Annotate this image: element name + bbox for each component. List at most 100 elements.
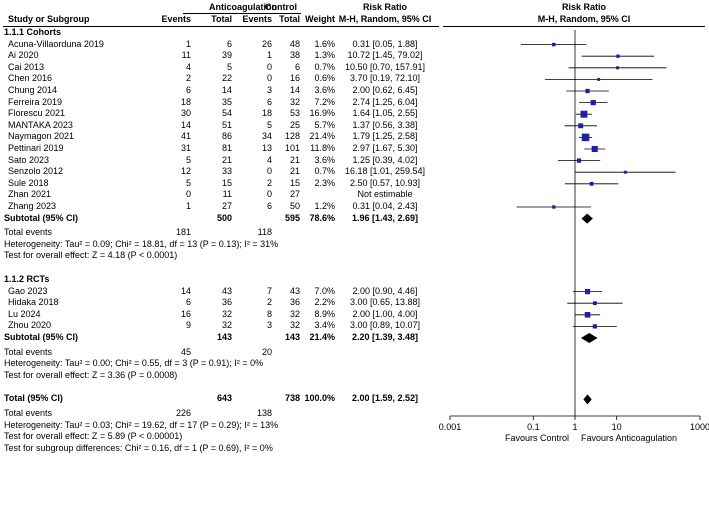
events1-value: 11	[181, 50, 191, 61]
col-events1: Events	[161, 14, 191, 24]
study-name: Zhou 2020	[8, 320, 52, 331]
total1-value: 32	[221, 320, 232, 331]
total1-value: 5	[226, 61, 232, 72]
subtotal-weight: 21.4%	[309, 332, 335, 342]
col-study: Study or Subgroup	[8, 14, 90, 24]
ci-value: 3.00 [0.89, 10.07]	[349, 320, 421, 331]
col-method: M-H, Random, 95% CI	[338, 14, 432, 24]
ci-value: 10.50 [0.70, 157.91]	[344, 61, 426, 72]
ci-value: 1.64 [1.05, 2.55]	[352, 108, 418, 119]
total-events1: 45	[180, 346, 191, 357]
total-events2: 138	[256, 408, 272, 418]
events2-value: 18	[261, 108, 272, 119]
total1-value: 15	[221, 177, 232, 188]
ci-value: 1.25 [0.39, 4.02]	[352, 154, 418, 165]
subgroup-differences-text: Test for subgroup differences: Chi² = 0.…	[4, 442, 273, 453]
total1-value: 51	[221, 119, 232, 130]
total2-value: 14	[289, 85, 300, 95]
study-square	[584, 312, 591, 318]
study-square	[576, 158, 582, 163]
x-tick-label: 10	[612, 422, 622, 432]
events1-value: 16	[180, 308, 191, 319]
total2-value: 128	[284, 131, 300, 142]
study-square	[591, 145, 598, 153]
total2-value: 16	[289, 73, 300, 84]
study-square	[580, 110, 588, 118]
total1-value: 11	[222, 189, 232, 200]
weight-value: 1.6%	[314, 38, 335, 49]
study-name: Chung 2014	[8, 85, 58, 95]
header-rule-right	[443, 26, 705, 27]
total1-value: 33	[221, 166, 232, 177]
col-method-right: M-H, Random, 95% CI	[537, 14, 631, 24]
events1-value: 0	[185, 189, 191, 200]
total1-value: 21	[221, 154, 232, 165]
study-name: Senzolo 2012	[8, 166, 64, 177]
study-name: Hidaka 2018	[8, 297, 59, 308]
events1-value: 5	[185, 154, 191, 165]
weight-value: 0.7%	[314, 61, 335, 72]
ci-value: 2.00 [1.00, 4.00]	[352, 308, 418, 319]
study-square	[623, 170, 627, 174]
total1-value: 54	[221, 108, 232, 119]
ci-value: 0.31 [0.04, 2.43]	[352, 201, 418, 211]
study-name: Ferreira 2019	[8, 96, 63, 107]
study-square	[581, 133, 590, 142]
events2-value: 34	[261, 131, 272, 142]
study-name: Lu 2024	[8, 308, 41, 319]
study-square	[592, 324, 597, 329]
weight-value: 7.0%	[314, 285, 335, 296]
ci-value: 16.18 [1.01, 259.54]	[344, 166, 426, 177]
ci-value: 2.00 [0.90, 4.46]	[352, 285, 418, 296]
group1-underline	[183, 13, 301, 14]
total1-value: 35	[221, 96, 232, 107]
events1-value: 1	[185, 201, 191, 211]
weight-value: 1.2%	[314, 201, 335, 211]
subtotal-total1: 500	[216, 212, 232, 223]
ci-value: 3.00 [0.65, 13.88]	[349, 297, 421, 308]
total2-value: 32	[289, 308, 300, 319]
subtotal-label: Subtotal (95% CI)	[4, 212, 79, 223]
study-name: Cai 2013	[8, 61, 45, 72]
total2-value: 32	[289, 320, 300, 331]
weight-value: 0.6%	[314, 73, 335, 84]
total-diamond	[583, 394, 592, 405]
total2-value: 27	[289, 189, 300, 200]
weight-value: 7.2%	[314, 96, 335, 107]
study-name: Naymagon 2021	[8, 131, 75, 142]
study-square	[616, 66, 620, 70]
total1-value: 36	[221, 297, 232, 308]
total2-value: 50	[289, 201, 300, 211]
subtotal-total2: 595	[284, 212, 300, 223]
study-square	[589, 181, 594, 186]
study-square	[585, 88, 590, 94]
study-name: Zhang 2023	[8, 201, 57, 211]
ci-value: 1.79 [1.25, 2.58]	[352, 131, 418, 142]
events2-value: 2	[266, 297, 272, 308]
subtotal-total1: 143	[216, 332, 232, 342]
subgroup-title: 1.1.2 RCTs	[4, 274, 50, 284]
total-label: Total (95% CI)	[4, 393, 63, 404]
events1-value: 1	[185, 38, 191, 49]
total-events2: 118	[257, 227, 272, 238]
total-events1: 226	[175, 408, 191, 418]
events2-value: 4	[266, 154, 272, 165]
total-events1: 181	[175, 227, 191, 238]
ci-value: 2.50 [0.57, 10.93]	[349, 177, 421, 188]
overall-effect-text: Test for overall effect: Z = 4.18 (P < 0…	[4, 250, 178, 261]
total2-value: 25	[289, 119, 300, 130]
weight-value: 3.4%	[314, 320, 335, 331]
total2-value: 48	[289, 38, 300, 49]
events1-value: 12	[180, 166, 191, 177]
events2-value: 0	[266, 166, 272, 177]
total1-value: 6	[226, 38, 232, 49]
weight-value: 5.7%	[314, 119, 335, 130]
events1-value: 6	[185, 85, 191, 95]
weight-value: 11.8%	[310, 143, 335, 153]
subtotal-ci: 2.20 [1.39, 3.48]	[351, 332, 419, 342]
weight-value: 16.9%	[309, 108, 335, 119]
group2-header: Control	[265, 2, 297, 12]
ci-value: 2.97 [1.67, 5.30]	[352, 143, 418, 153]
study-name: MANTAKA 2023	[8, 119, 73, 130]
